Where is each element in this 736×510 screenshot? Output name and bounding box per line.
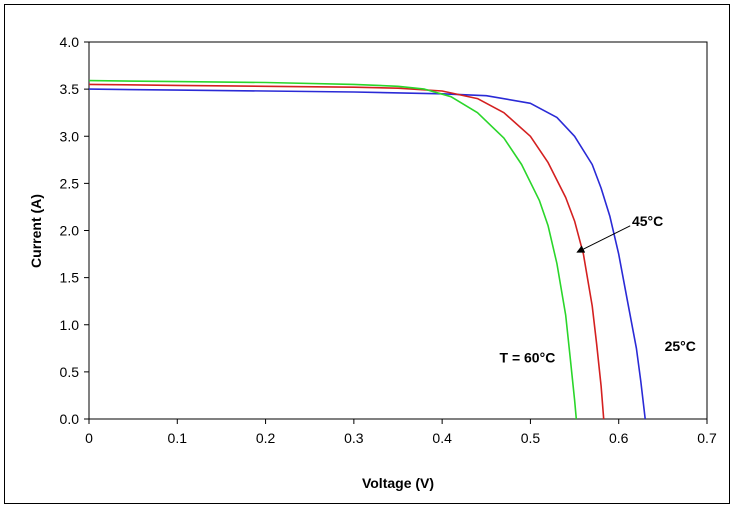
x-tick-label: 0.1 <box>168 430 188 446</box>
chart-frame: 0.0 0.5 1.0 1.5 2.0 2.5 3.0 3.5 4.0 0 0.1 0.2 0.3 0.… <box>4 4 730 504</box>
y-tick-label: 4.0 <box>60 34 80 50</box>
x-tick-label: 0.2 <box>256 430 276 446</box>
annotation-label: T = 60°C <box>500 349 556 365</box>
annotation-arrow <box>576 225 631 253</box>
annotation-label: 45°C <box>632 213 663 229</box>
series-layer <box>88 79 646 420</box>
x-tick-label: 0.4 <box>432 430 452 446</box>
iv-curve-chart: 0.0 0.5 1.0 1.5 2.0 2.5 3.0 3.5 4.0 0 0.1 0.2 0.3 0.… <box>28 34 717 491</box>
y-tick-label: 3.5 <box>60 81 80 97</box>
y-tick-label: 3.0 <box>60 128 80 144</box>
series-line-0 <box>88 88 646 420</box>
x-tick-label: 0.6 <box>609 430 629 446</box>
annotation-label: 25°C <box>665 338 696 354</box>
y-tick-label: 1.0 <box>60 317 80 333</box>
series-line-2 <box>88 79 578 420</box>
x-axis: 0 0.1 0.2 0.3 0.4 0.5 0.6 0.7 <box>85 419 717 446</box>
x-tick-label: 0 <box>85 430 93 446</box>
y-tick-label: 2.0 <box>60 223 80 239</box>
x-tick-label: 0.7 <box>697 430 717 446</box>
y-tick-label: 2.5 <box>60 175 80 191</box>
x-tick-label: 0.3 <box>344 430 364 446</box>
y-tick-label: 1.5 <box>60 270 80 286</box>
y-axis: 0.0 0.5 1.0 1.5 2.0 2.5 3.0 3.5 4.0 <box>60 34 89 427</box>
y-tick-label: 0.5 <box>60 364 80 380</box>
annotation-layer: T = 60°C 45°C 25°C <box>500 213 696 366</box>
x-tick-label: 0.5 <box>521 430 541 446</box>
x-axis-title: Voltage (V) <box>362 475 434 491</box>
y-tick-label: 0.0 <box>60 411 80 427</box>
y-axis-title: Current (A) <box>28 194 44 268</box>
plot-area <box>88 41 708 420</box>
series-line-1 <box>88 83 605 420</box>
